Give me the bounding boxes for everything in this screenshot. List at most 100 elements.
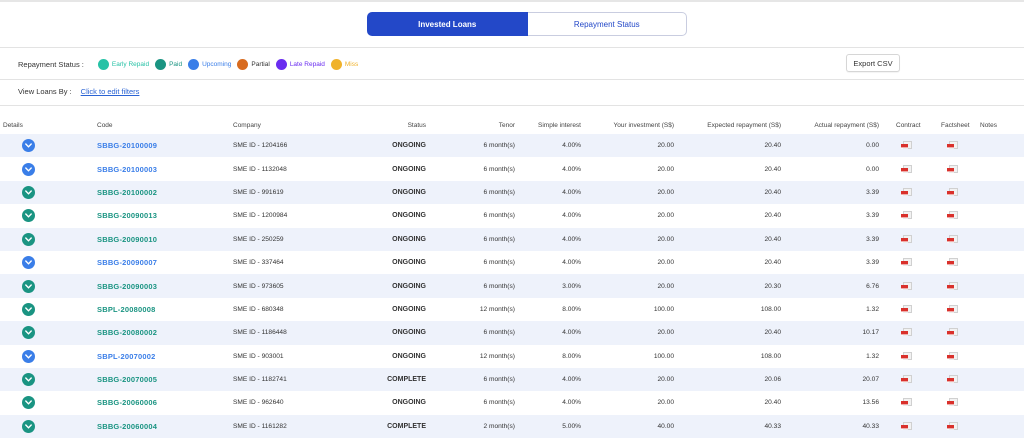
expected-repayment-cell: 20.30 (674, 274, 781, 298)
loan-code-link[interactable]: SBPL-20070002 (97, 351, 156, 361)
factsheet-cell (930, 157, 974, 181)
legend-dot-icon (97, 58, 109, 70)
loan-code-link[interactable]: SBBG-20060006 (97, 398, 158, 408)
notes-cell (974, 344, 1024, 368)
expand-chevron-icon[interactable] (22, 349, 35, 363)
edit-filters-link[interactable]: Click to edit filters (80, 87, 140, 96)
expand-chevron-icon[interactable] (22, 279, 35, 293)
expand-chevron-icon[interactable] (22, 162, 35, 176)
expected-repayment-cell: 108.00 (674, 297, 781, 322)
expected-repayment-cell: 20.40 (674, 180, 781, 205)
status-cell: ONGOING (322, 274, 426, 298)
contract-pdf-icon[interactable] (901, 164, 913, 174)
factsheet-pdf-icon[interactable] (947, 328, 959, 337)
status-cell: ONGOING (322, 227, 426, 251)
contract-pdf-icon[interactable] (901, 211, 913, 220)
company-cell: SME ID - 1182741 (192, 367, 322, 392)
loan-code-link[interactable]: SBBG-20100002 (97, 187, 158, 197)
expand-chevron-icon[interactable] (22, 396, 35, 410)
loan-code-link[interactable]: SBBG-20080002 (97, 328, 158, 338)
expand-chevron-icon[interactable] (22, 232, 35, 246)
interest-cell: 4.00% (515, 250, 581, 275)
details-cell (0, 344, 57, 368)
contract-cell (879, 274, 930, 298)
contract-pdf-icon[interactable] (901, 304, 913, 314)
loan-code-link[interactable]: SBBG-20100009 (97, 141, 158, 151)
investment-cell: 20.00 (581, 367, 674, 392)
expand-chevron-icon[interactable] (22, 373, 35, 387)
factsheet-pdf-icon[interactable] (947, 187, 959, 197)
contract-pdf-icon[interactable] (901, 328, 913, 337)
contract-pdf-icon[interactable] (901, 234, 913, 244)
interest-cell: 4.00% (515, 227, 581, 251)
factsheet-pdf-icon[interactable] (947, 281, 959, 291)
expand-chevron-icon[interactable] (22, 209, 35, 223)
loan-code-link[interactable]: SBBG-20090010 (97, 234, 158, 244)
col-actual-repayment: Actual repayment (S$) (814, 122, 879, 129)
expand-chevron-icon[interactable] (22, 139, 35, 153)
factsheet-pdf-icon[interactable] (947, 304, 959, 314)
company-cell: SME ID - 1161282 (192, 414, 322, 439)
investment-cell: 100.00 (581, 297, 674, 322)
col-simple-interest: Simple interest (538, 122, 581, 129)
table-row: SBBG-20080002 SME ID - 1186448 ONGOING 6 mo… (0, 321, 1024, 345)
legend-items: Early Repaid Paid Upcoming Partial Late Repa… (97, 58, 364, 70)
investment-cell: 20.00 (581, 204, 674, 228)
contract-pdf-icon[interactable] (901, 398, 913, 407)
factsheet-pdf-icon[interactable] (947, 211, 959, 220)
interest-cell: 4.00% (515, 391, 581, 415)
expand-chevron-icon[interactable] (22, 256, 35, 270)
contract-pdf-icon[interactable] (901, 141, 913, 150)
notes-cell (974, 157, 1024, 181)
contract-pdf-icon[interactable] (901, 281, 913, 291)
investment-cell: 20.00 (581, 134, 674, 158)
tenor-cell: 6 month(s) (426, 227, 515, 251)
contract-pdf-icon[interactable] (901, 351, 913, 361)
contract-pdf-icon[interactable] (901, 187, 913, 197)
loan-code-link[interactable]: SBPL-20080008 (97, 304, 156, 314)
tab-invested-loans[interactable]: Invested Loans (367, 12, 528, 36)
factsheet-pdf-icon[interactable] (947, 141, 959, 150)
contract-pdf-icon[interactable] (901, 421, 913, 431)
loan-code-link[interactable]: SBBG-20090007 (97, 258, 158, 268)
contract-pdf-icon[interactable] (901, 375, 913, 384)
loan-code-link[interactable]: SBBG-20100003 (97, 164, 158, 174)
factsheet-pdf-icon[interactable] (947, 351, 959, 361)
status-cell: ONGOING (322, 180, 426, 205)
expand-chevron-icon[interactable] (22, 419, 35, 433)
notes-cell (974, 274, 1024, 298)
expected-repayment-cell: 20.06 (674, 367, 781, 392)
expand-chevron-icon[interactable] (22, 326, 35, 340)
expand-chevron-icon[interactable] (22, 185, 35, 199)
details-cell (0, 227, 57, 251)
table-row: SBPL-20070002 SME ID - 903001 ONGOING 12 mo… (0, 344, 1024, 368)
loan-code-link[interactable]: SBBG-20070005 (97, 375, 158, 385)
factsheet-pdf-icon[interactable] (947, 398, 959, 407)
col-tenor: Tenor (498, 122, 515, 129)
factsheet-pdf-icon[interactable] (947, 164, 959, 174)
expand-chevron-icon[interactable] (22, 302, 35, 316)
tab-repayment-status[interactable]: Repayment Status (527, 12, 687, 36)
interest-cell: 4.00% (515, 204, 581, 228)
notes-cell (974, 297, 1024, 322)
factsheet-cell (930, 204, 974, 228)
factsheet-pdf-icon[interactable] (947, 375, 959, 384)
notes-cell (974, 321, 1024, 345)
col-code: Code (97, 122, 113, 129)
interest-cell: 4.00% (515, 367, 581, 392)
loan-code-link[interactable]: SBBG-20090013 (97, 211, 158, 221)
details-cell (0, 274, 57, 298)
factsheet-pdf-icon[interactable] (947, 234, 959, 244)
col-factsheet: Factsheet (941, 122, 970, 129)
loan-code-link[interactable]: SBBG-20090003 (97, 281, 158, 291)
legend-item: Paid (155, 58, 182, 70)
loan-code-link[interactable]: SBBG-20060004 (97, 421, 158, 431)
tenor-cell: 12 month(s) (426, 297, 515, 322)
investment-cell: 20.00 (581, 274, 674, 298)
factsheet-pdf-icon[interactable] (947, 258, 959, 267)
notes-cell (974, 367, 1024, 392)
divider (0, 105, 1024, 106)
factsheet-pdf-icon[interactable] (947, 421, 959, 431)
contract-pdf-icon[interactable] (901, 258, 913, 267)
export-csv-button[interactable]: Export CSV (846, 54, 900, 72)
